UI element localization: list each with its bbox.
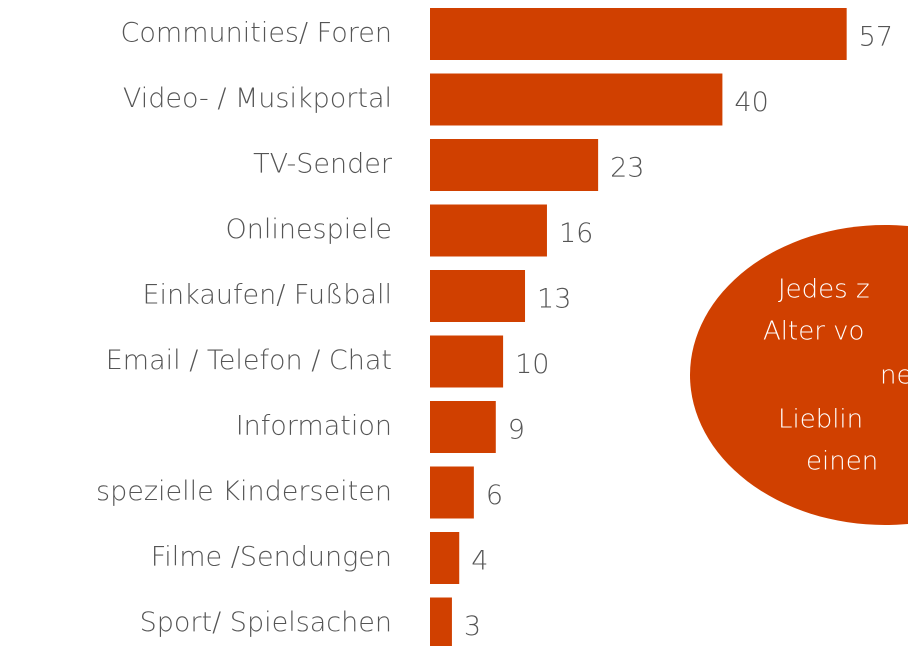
category-label: spezielle Kinderseiten: [96, 476, 392, 507]
category-label: Filme /Sendungen: [151, 542, 392, 573]
category-label: Einkaufen/ Fußball: [142, 280, 392, 311]
value-label: 9: [508, 415, 525, 446]
category-label: Email / Telefon / Chat: [106, 345, 392, 376]
bar: [430, 204, 547, 257]
category-label: TV-Sender: [253, 149, 393, 180]
bar: [430, 597, 452, 646]
bar: [430, 8, 847, 60]
value-label: 10: [515, 349, 549, 380]
category-label: Video- / Musikportal: [123, 83, 392, 114]
bar: [430, 270, 526, 322]
value-label: 3: [464, 611, 481, 642]
value-label: 6: [486, 480, 503, 511]
callout-text: Jedes z: [778, 275, 870, 305]
callout-text: einen: [806, 447, 878, 477]
value-label: 40: [734, 87, 768, 118]
value-label: 13: [537, 284, 571, 315]
callout-text: Alter vo: [763, 317, 864, 347]
category-label: Onlinespiele: [225, 214, 392, 245]
category-label: Sport/ Spielsachen: [140, 607, 392, 638]
bar: [430, 139, 599, 191]
bar: [430, 466, 474, 519]
callout-bubble: [690, 225, 908, 525]
value-label: 57: [859, 22, 893, 53]
category-label: Communities/ Foren: [121, 18, 392, 49]
bar: [430, 532, 460, 584]
bar: [430, 335, 504, 388]
callout-text: Lieblin: [778, 405, 863, 435]
bar: [430, 401, 496, 453]
bar: [430, 73, 723, 126]
value-label: 16: [559, 218, 593, 249]
value-label: 4: [471, 546, 488, 577]
value-label: 23: [610, 153, 644, 184]
callout-text: ne: [880, 361, 908, 391]
category-label: Information: [236, 411, 392, 442]
